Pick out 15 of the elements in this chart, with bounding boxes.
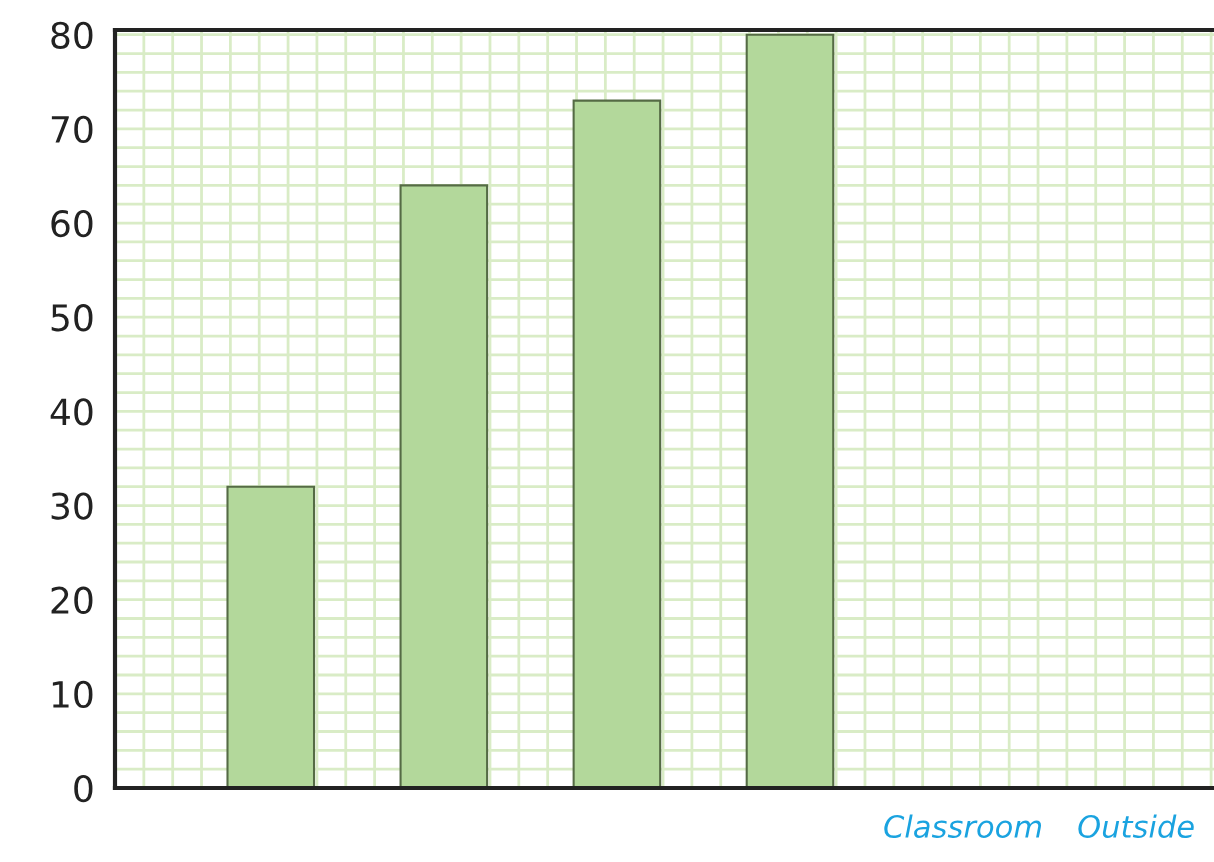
y-tick-label: 10 [52,680,93,709]
y-tick-label: 60 [51,209,93,238]
y-tick-label: 40 [50,398,93,426]
bar [745,33,835,788]
bar [226,485,316,788]
y-tick-label: 50 [51,304,93,332]
bar [572,99,662,788]
x-tick-label: Outside [1078,814,1194,839]
y-tick-label: 20 [51,586,93,614]
y-tick-label: 0 [74,774,93,803]
y-tick-label: 70 [51,115,93,144]
x-tick-label: Classroom [884,814,1042,839]
y-tick-label: 30 [51,492,93,520]
y-tick-label: 80 [51,21,93,49]
bar [399,184,489,788]
